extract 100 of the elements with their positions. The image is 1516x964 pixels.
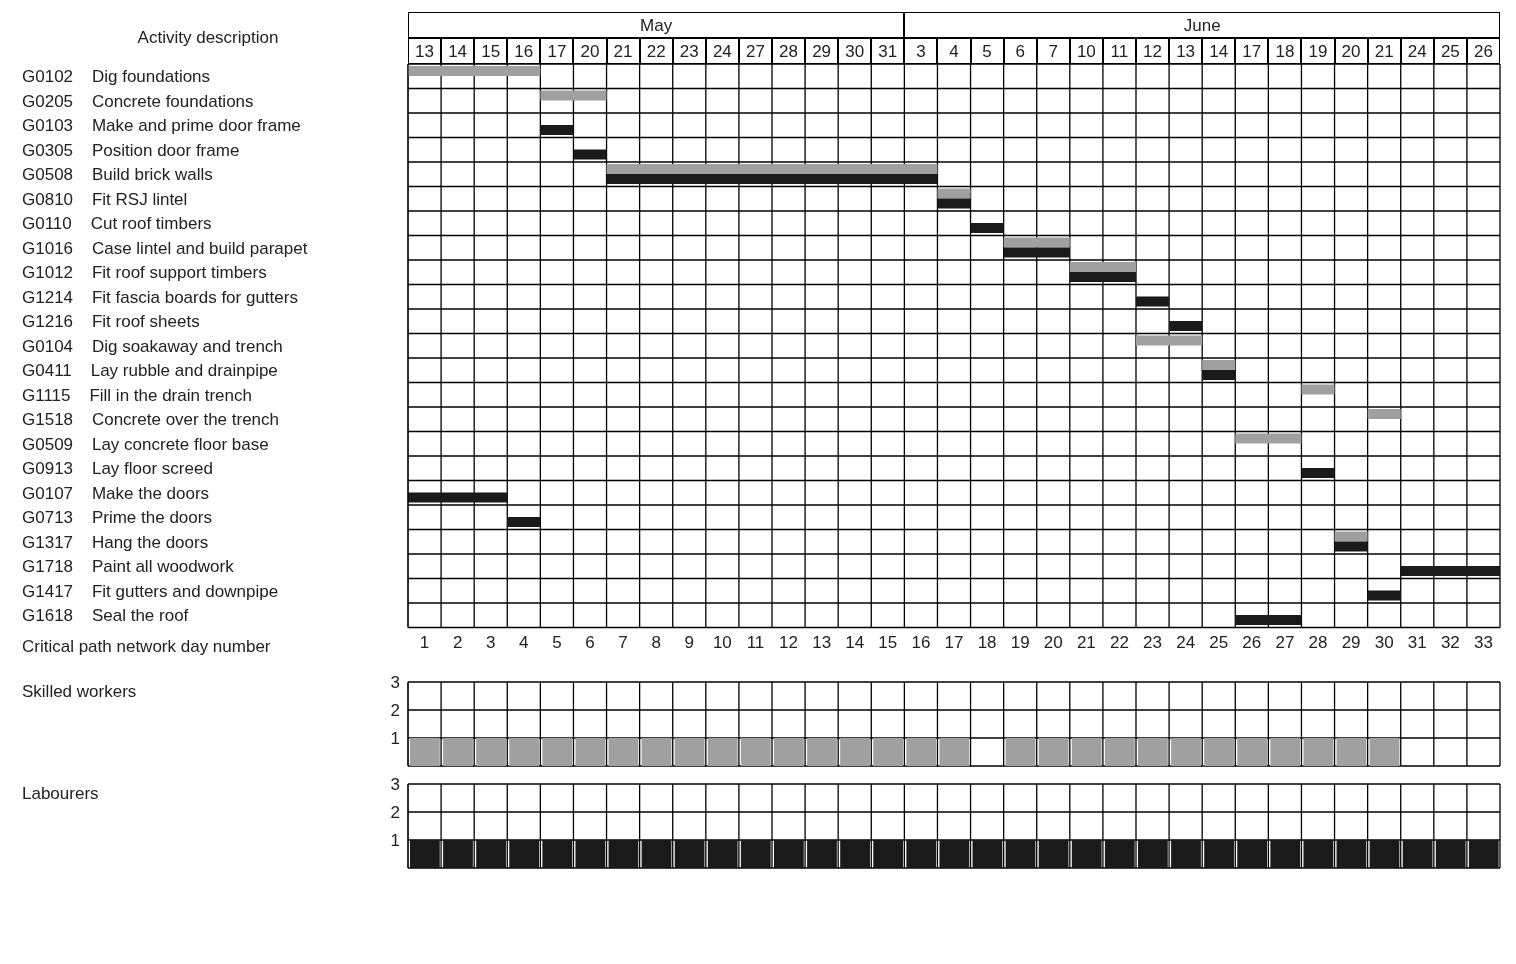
- y-tick-label: G0103 Make and prime door frame: [22, 116, 301, 136]
- x-tick-label: 28: [1308, 632, 1328, 652]
- bar: [408, 492, 508, 503]
- annotation: 12: [1136, 38, 1170, 64]
- bar: [1003, 247, 1070, 258]
- annotation: 31: [871, 38, 905, 64]
- annotation: 18: [1268, 38, 1302, 64]
- bar: [1136, 296, 1170, 307]
- y-tick-label: 3: [390, 774, 400, 794]
- annotation: 24: [705, 38, 739, 64]
- x-tick-label: 30: [1374, 632, 1394, 652]
- x-tick-label: 2: [452, 632, 463, 652]
- x-tick-label: 9: [684, 632, 695, 652]
- annotation: 17: [540, 38, 574, 64]
- y-tick-label: 2: [390, 700, 400, 720]
- x-tick-label: 8: [651, 632, 661, 652]
- y-tick-label: 1: [390, 728, 400, 748]
- text: June: [904, 12, 1500, 38]
- x-tick-label: 16: [911, 632, 931, 652]
- x-tick-label: 10: [712, 632, 732, 652]
- annotation: 30: [838, 38, 872, 64]
- annotation: 17: [1235, 38, 1269, 64]
- x-tick-label: 25: [1209, 632, 1229, 652]
- x-tick-label: 32: [1440, 632, 1460, 652]
- y-tick-label: G1214 Fit fascia boards for gutters: [22, 287, 298, 307]
- x-tick-label: 5: [552, 632, 562, 652]
- x-tick-label: 29: [1341, 632, 1361, 652]
- annotation: 25: [1433, 38, 1467, 64]
- bar: [1235, 615, 1302, 625]
- annotation: 5: [970, 38, 1004, 64]
- y-tick-label: G1216 Fit roof sheets: [22, 312, 200, 332]
- y-tick-label: G0913 Lay floor screed: [22, 459, 213, 479]
- bar: [540, 125, 574, 135]
- y-tick-label: G1518 Concrete over the trench: [22, 410, 280, 430]
- annotation: 7: [1036, 38, 1070, 64]
- annotation: 22: [639, 38, 673, 64]
- bar: [970, 223, 1004, 233]
- y-tick-label: G0509 Lay concrete floor base: [22, 434, 269, 454]
- annotation: 11: [1102, 38, 1136, 64]
- x-tick-label: 14: [845, 632, 865, 652]
- bar: [1169, 321, 1203, 331]
- x-tick-label: 19: [1010, 632, 1030, 652]
- bar: [1202, 360, 1236, 370]
- x-tick-label: 22: [1109, 632, 1129, 652]
- y-tick-label: G1016 Case lintel and build parapet: [22, 238, 308, 258]
- annotation: 23: [672, 38, 706, 64]
- x-tick-label: 27: [1275, 632, 1295, 652]
- annotation: 15: [474, 38, 508, 64]
- x-tick-label: 1: [419, 632, 430, 652]
- y-tick-label: G0205 Concrete foundations: [22, 91, 254, 111]
- y-tick-label: G1718 Paint all woodwork: [22, 557, 235, 577]
- x-tick-label: 24: [1176, 632, 1196, 652]
- bar: [1069, 262, 1136, 272]
- annotation: 28: [772, 38, 806, 64]
- y-tick-label: G0107 Make the doors: [22, 483, 210, 503]
- y-tick-label: G1115 Fill in the drain trench: [22, 385, 252, 405]
- bar: [408, 66, 541, 76]
- y-tick-label: G0305 Position door frame: [22, 140, 240, 160]
- bar: [1003, 237, 1070, 248]
- bar: [1334, 541, 1368, 552]
- text: May: [408, 12, 905, 38]
- y-tick-label: 2: [390, 802, 400, 822]
- annotation: 27: [738, 38, 772, 64]
- bar: [1069, 272, 1136, 282]
- bar: [573, 149, 607, 160]
- annotation: 3: [904, 38, 938, 64]
- annotation: 10: [1069, 38, 1103, 64]
- bar: [540, 90, 607, 101]
- x-tick-label: 12: [779, 632, 799, 652]
- annotation: 6: [1003, 38, 1037, 64]
- annotation: 20: [573, 38, 607, 64]
- annotation: 19: [1301, 38, 1335, 64]
- bar: [1301, 384, 1335, 395]
- bar: [1367, 590, 1401, 601]
- annotation: 16: [507, 38, 541, 64]
- y-tick-label: G0713 Prime the doors: [22, 508, 212, 528]
- y-tick-label: G0104 Dig soakaway and trench: [22, 336, 283, 356]
- bar: [1400, 566, 1500, 576]
- x-tick-label: 3: [485, 632, 496, 652]
- annotation: 14: [441, 38, 475, 64]
- annotation: 26: [1466, 38, 1500, 64]
- x-axis-title: Critical path network day number: [22, 636, 271, 656]
- y-tick-label: G1618 Seal the roof: [22, 606, 189, 626]
- bar: [1367, 409, 1401, 419]
- y-tick-label: G0810 Fit RSJ lintel: [22, 189, 188, 209]
- x-tick-label: 20: [1043, 632, 1063, 652]
- x-tick-label: 21: [1076, 632, 1096, 652]
- y-tick-label: G0508 Build brick walls: [22, 165, 213, 185]
- bar: [1334, 531, 1368, 542]
- annotation: 24: [1400, 38, 1434, 64]
- annotation: 13: [408, 38, 442, 64]
- y-tick-label: G0110 Cut roof timbers: [22, 214, 212, 234]
- y-tick-label: G1417 Fit gutters and downpipe: [22, 581, 279, 601]
- y-tick-label: G1012 Fit roof support timbers: [22, 263, 267, 283]
- y-axis-title: Labourers: [22, 783, 99, 804]
- x-tick-label: 13: [812, 632, 832, 652]
- x-tick-label: 11: [746, 632, 765, 652]
- annotation: 21: [606, 38, 640, 64]
- bar: [1202, 370, 1236, 380]
- annotation: 20: [1334, 38, 1368, 64]
